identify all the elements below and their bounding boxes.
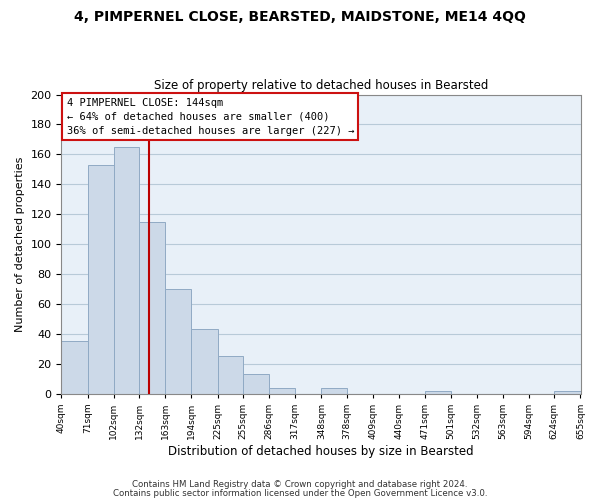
Bar: [243, 374, 269, 394]
Bar: [139, 222, 165, 394]
Text: Contains public sector information licensed under the Open Government Licence v3: Contains public sector information licen…: [113, 488, 487, 498]
Bar: [114, 147, 139, 394]
Bar: [322, 388, 347, 394]
Bar: [61, 341, 88, 394]
Bar: [218, 356, 243, 394]
Bar: [191, 330, 218, 394]
Text: 4 PIMPERNEL CLOSE: 144sqm
← 64% of detached houses are smaller (400)
36% of semi: 4 PIMPERNEL CLOSE: 144sqm ← 64% of detac…: [67, 98, 354, 136]
Bar: [88, 165, 114, 394]
Text: 4, PIMPERNEL CLOSE, BEARSTED, MAIDSTONE, ME14 4QQ: 4, PIMPERNEL CLOSE, BEARSTED, MAIDSTONE,…: [74, 10, 526, 24]
Text: Contains HM Land Registry data © Crown copyright and database right 2024.: Contains HM Land Registry data © Crown c…: [132, 480, 468, 489]
Title: Size of property relative to detached houses in Bearsted: Size of property relative to detached ho…: [154, 79, 488, 92]
Bar: [269, 388, 295, 394]
Bar: [165, 289, 191, 394]
Bar: [425, 390, 451, 394]
X-axis label: Distribution of detached houses by size in Bearsted: Distribution of detached houses by size …: [168, 444, 474, 458]
Bar: [554, 390, 581, 394]
Y-axis label: Number of detached properties: Number of detached properties: [15, 156, 25, 332]
